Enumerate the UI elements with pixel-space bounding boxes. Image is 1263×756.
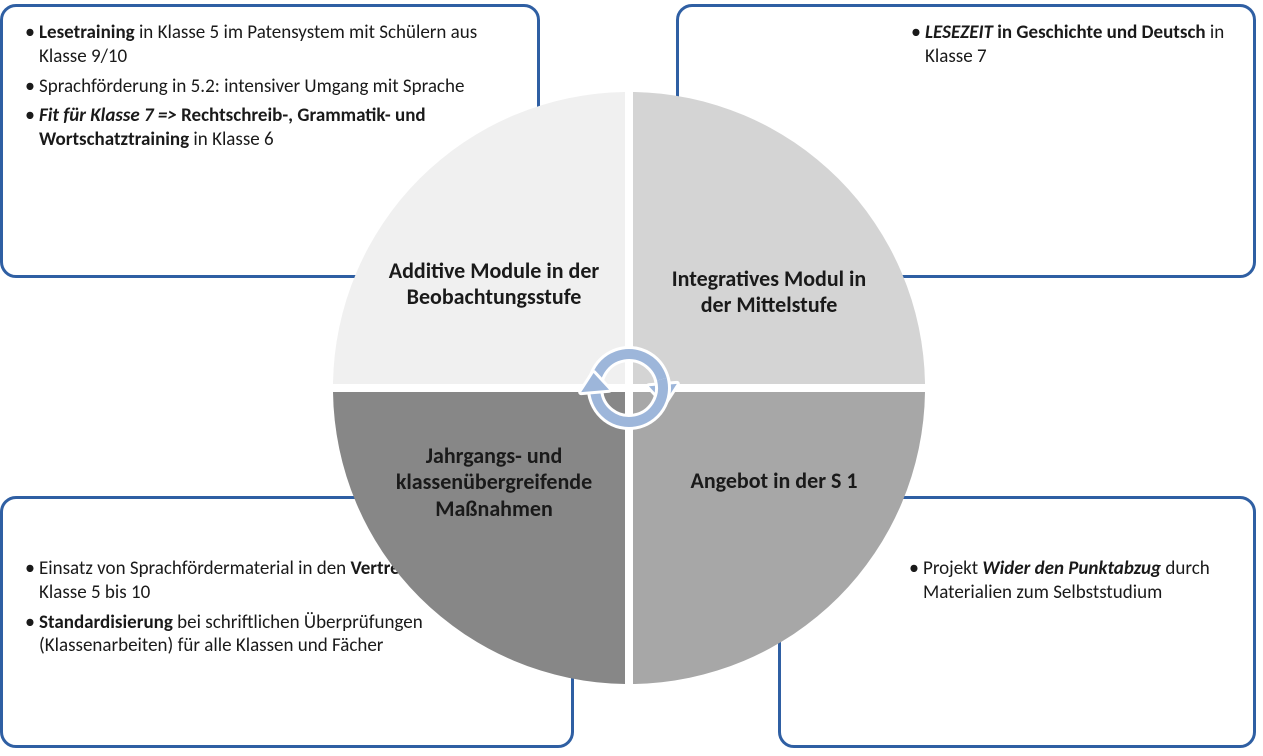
bullet-item: LESEZEIT in Geschichte und Deutsch in Kl… — [911, 21, 1235, 69]
bullet-item: Projekt Wider den Punktabzug durch Mater… — [909, 557, 1235, 605]
quadrant-tr — [633, 92, 925, 384]
central-circle — [329, 88, 929, 688]
quadrant-label-br: Angebot in der S 1 — [669, 468, 879, 494]
quadrant-label-bl: Jahrgangs- und klassenübergreifende Maßn… — [374, 443, 614, 522]
bullet-item: Lesetraining in Klasse 5 im Patensystem … — [25, 21, 519, 69]
quadrant-label-tr: Integratives Modul in der Mittelstufe — [664, 266, 874, 319]
quadrant-br — [633, 392, 925, 684]
diagram-stage: Lesetraining in Klasse 5 im Patensystem … — [0, 0, 1263, 756]
quadrant-bl — [333, 392, 625, 684]
quadrant-label-tl: Additive Module in der Beobachtungsstufe — [379, 258, 609, 311]
quadrant-tl — [333, 92, 625, 384]
